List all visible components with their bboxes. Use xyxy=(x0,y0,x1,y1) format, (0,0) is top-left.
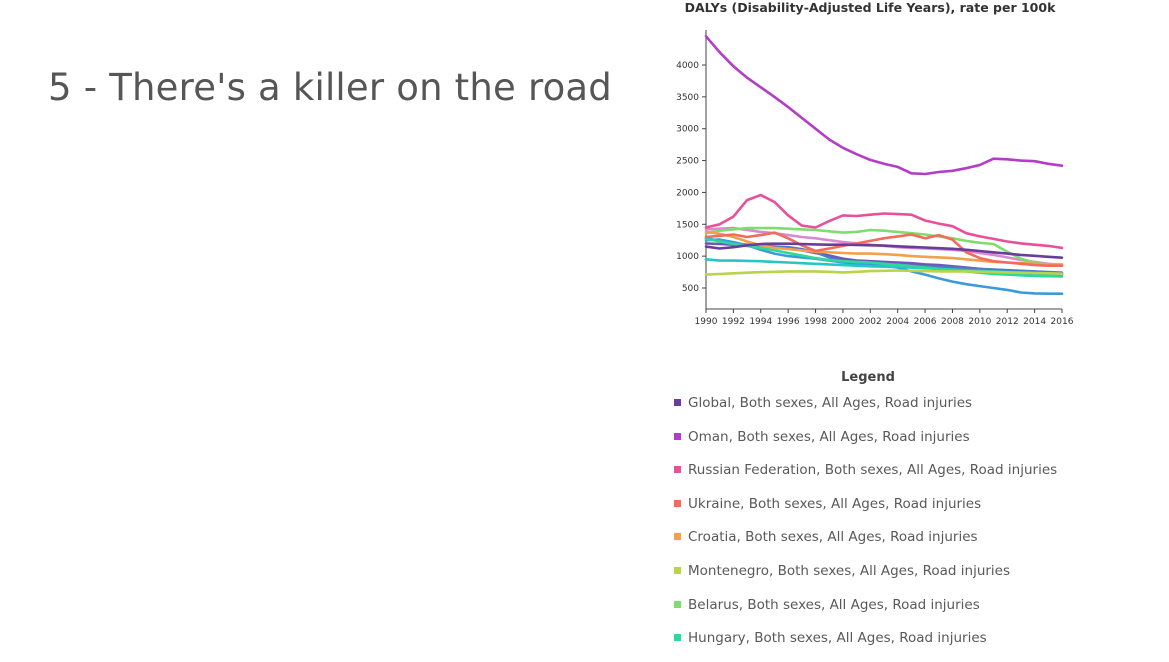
legend-swatch xyxy=(674,533,681,541)
legend-item: Belarus, Both sexes, All Ages, Road inju… xyxy=(674,595,1057,629)
x-tick-label: 2008 xyxy=(941,317,964,327)
x-tick-label: 2004 xyxy=(886,317,909,327)
legend-swatch xyxy=(674,499,681,507)
slide-title: 5 - There's a killer on the road xyxy=(48,66,612,109)
y-tick-label: 3000 xyxy=(676,125,699,135)
x-tick-label: 1994 xyxy=(749,317,772,327)
chart-legend: Global, Both sexes, All Ages, Road injur… xyxy=(674,393,1057,662)
series-line xyxy=(704,242,1064,260)
x-tick-label: 2012 xyxy=(996,317,1019,327)
x-tick-label: 2010 xyxy=(968,317,991,327)
legend-label: Hungary, Both sexes, All Ages, Road inju… xyxy=(688,630,987,647)
legend-swatch xyxy=(674,466,681,474)
x-tick-label: 2002 xyxy=(859,317,882,327)
legend-label: Montenegro, Both sexes, All Ages, Road i… xyxy=(688,562,1011,579)
y-tick-label: 3500 xyxy=(676,93,699,103)
y-tick-label: 4000 xyxy=(676,61,699,71)
series-line xyxy=(704,237,1064,278)
legend-item: Russian Federation, Both sexes, All Ages… xyxy=(674,460,1057,494)
series-line xyxy=(704,34,1064,176)
y-tick-label: 1500 xyxy=(676,220,699,230)
y-tick-label: 2000 xyxy=(676,188,699,198)
legend-label: Belarus, Both sexes, All Ages, Road inju… xyxy=(688,596,980,613)
series-line xyxy=(704,193,1064,250)
x-tick-label: 2000 xyxy=(831,317,854,327)
legend-swatch xyxy=(674,432,681,440)
legend-swatch xyxy=(674,600,681,608)
legend-label: Ukraine, Both sexes, All Ages, Road inju… xyxy=(688,495,982,512)
legend-item: Hungary, Both sexes, All Ages, Road inju… xyxy=(674,628,1057,662)
series-line xyxy=(704,226,1064,267)
x-tick-label: 1998 xyxy=(804,317,827,327)
legend-label: Russian Federation, Both sexes, All Ages… xyxy=(688,462,1058,479)
x-tick-label: 2006 xyxy=(914,317,937,327)
y-tick-label: 500 xyxy=(682,284,699,294)
y-tick-label: 2500 xyxy=(676,157,699,167)
legend-swatch xyxy=(674,634,681,642)
x-tick-label: 1996 xyxy=(777,317,800,327)
legend-swatch xyxy=(674,566,681,574)
legend-label: Oman, Both sexes, All Ages, Road injurie… xyxy=(688,428,970,445)
legend-item: Ukraine, Both sexes, All Ages, Road inju… xyxy=(674,494,1057,528)
legend-label: Croatia, Both sexes, All Ages, Road inju… xyxy=(688,529,978,546)
y-tick-label: 1000 xyxy=(676,252,699,262)
legend-swatch xyxy=(674,399,681,406)
legend-label: Global, Both sexes, All Ages, Road injur… xyxy=(688,395,973,411)
chart-title: DALYs (Disability-Adjusted Life Years), … xyxy=(684,0,1056,15)
x-tick-label: 2014 xyxy=(1023,317,1046,327)
legend-title: Legend xyxy=(841,370,895,385)
legend-item: Croatia, Both sexes, All Ages, Road inju… xyxy=(674,527,1057,561)
x-tick-label: 2016 xyxy=(1051,317,1074,327)
series-line xyxy=(704,269,1064,276)
x-tick-label: 1990 xyxy=(695,317,718,327)
x-tick-label: 1992 xyxy=(722,317,745,327)
line-chart: 500 1000 1500 2000 2500 3000 3500 4000 1990 1992 1… xyxy=(676,30,1074,327)
legend-item: Global, Both sexes, All Ages, Road injur… xyxy=(674,393,1057,427)
legend-item: Montenegro, Both sexes, All Ages, Road i… xyxy=(674,561,1057,595)
legend-item: Oman, Both sexes, All Ages, Road injurie… xyxy=(674,427,1057,461)
chart-axes: 500 1000 1500 2000 2500 3000 3500 4000 1990 1992 1… xyxy=(676,30,1074,327)
series-line xyxy=(704,231,1064,268)
chart-series-lines xyxy=(704,34,1064,296)
